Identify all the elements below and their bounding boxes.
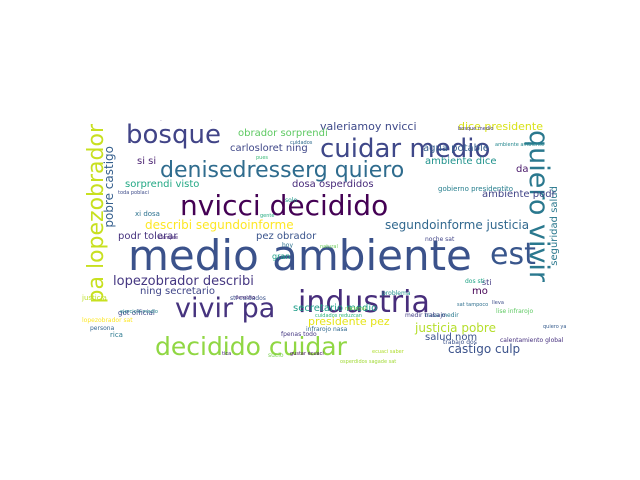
cloud-word: osperdidos sagade sat xyxy=(340,359,397,365)
cloud-word: gran xyxy=(272,252,291,261)
cloud-word: cuidados reduzcan xyxy=(315,313,362,319)
cloud-word: segundoinforme justicia xyxy=(385,218,530,232)
cloud-word: lleva xyxy=(492,300,504,306)
cloud-word: xi dosa xyxy=(135,210,160,218)
cloud-word: obrador sorprendi xyxy=(238,128,328,139)
cloud-word: dosa osperdidos xyxy=(292,179,374,190)
cloud-word: ambiente dice xyxy=(425,156,497,167)
cloud-word: da xyxy=(516,164,529,175)
cloud-word: tica xyxy=(222,351,232,357)
cloud-word: vivir pa xyxy=(175,293,276,324)
cloud-word: persona xyxy=(90,325,115,332)
cloud-word: agua potable xyxy=(423,143,489,154)
cloud-word: cuidados xyxy=(290,140,313,146)
cloud-word: sti xyxy=(482,278,492,287)
cloud-word: salud nom xyxy=(425,332,478,343)
cloud-word: pez obrador xyxy=(256,231,317,242)
cloud-word: justicia pobre xyxy=(415,321,496,335)
cloud-word: decidido cuidar xyxy=(155,332,347,361)
cloud-word: industria xyxy=(298,285,430,320)
cloud-word: siempre xyxy=(158,235,179,241)
cloud-word: nvicci decidido xyxy=(180,189,389,222)
cloud-word: valeriamoy nvicci xyxy=(320,120,417,133)
cloud-word: pobre castigo xyxy=(102,146,116,228)
cloud-word: sat site xyxy=(298,120,320,121)
cloud-word: natural xyxy=(320,244,338,250)
cloud-word: ambiente ambiente xyxy=(495,142,545,148)
cloud-word: gobierno presidentito xyxy=(438,185,514,193)
cloud-word: medio ambiente xyxy=(128,231,472,280)
cloud-word: rica xyxy=(110,331,123,339)
cloud-word: ambiente podr xyxy=(482,189,556,200)
cloud-word: trabajo dos xyxy=(443,339,477,346)
cloud-word: dos sti xyxy=(465,278,485,285)
cloud-word: fpenas todo xyxy=(281,331,317,338)
cloud-word: secretario medio xyxy=(293,303,378,314)
cloud-word: toda poblaci xyxy=(118,190,149,196)
cloud-word: problema xyxy=(382,290,411,297)
cloud-word: sti cuidados xyxy=(230,295,266,302)
cloud-word: derecho xyxy=(235,295,256,301)
word-cloud: medio ambiente decidido cuidar nvicci deci… xyxy=(80,120,573,367)
cloud-word: carlosloret ning xyxy=(230,143,308,154)
cloud-word: medir trabajo xyxy=(405,312,446,319)
cloud-word: justicia xyxy=(82,294,107,302)
cloud-word: necesita ambas xyxy=(90,120,137,121)
cloud-word: presidente pez xyxy=(308,315,390,328)
cloud-word: ecuaci saber xyxy=(372,349,404,355)
cloud-word: sat tampoco xyxy=(457,302,489,308)
cloud-word: lopezobrador describi xyxy=(113,274,254,289)
cloud-word: denisedresserg quiero xyxy=(160,158,405,183)
cloud-word: bosque xyxy=(126,120,221,150)
cloud-word: bosque medio xyxy=(458,126,494,132)
cloud-word: ejercicio medio xyxy=(120,309,158,315)
cloud-word: pues xyxy=(256,155,269,161)
cloud-word: sorprendi visto xyxy=(125,179,200,190)
cloud-word: presidentito lopezobrador xyxy=(160,120,250,121)
cloud-word: est xyxy=(490,237,536,272)
cloud-word: cuidar medio xyxy=(320,134,491,164)
cloud-word: mo xyxy=(472,286,488,297)
cloud-word: got official xyxy=(118,309,155,317)
cloud-word: sucio xyxy=(268,352,284,359)
cloud-word: noche sat xyxy=(425,236,455,243)
cloud-word: lopezobrador sat xyxy=(82,317,133,324)
cloud-word: infrarojo nasa xyxy=(306,326,348,333)
cloud-word: calentamiento global xyxy=(500,337,564,344)
cloud-word: ning secretario xyxy=(140,286,215,297)
cloud-word: podr tolerar xyxy=(118,231,178,242)
cloud-word: nasa medir xyxy=(425,312,459,319)
cloud-word: castigo culp xyxy=(448,342,521,356)
cloud-word: nacional xyxy=(345,306,367,312)
cloud-word: dice presidente xyxy=(458,120,543,133)
cloud-word: gustar ecuaci xyxy=(290,351,324,357)
cloud-word: gente xyxy=(260,213,275,219)
cloud-word: hoy xyxy=(282,242,294,249)
cloud-word: solo xyxy=(285,197,298,204)
cloud-word: quiero ya xyxy=(543,324,567,330)
cloud-word: describi segundoinforme xyxy=(145,218,294,232)
cloud-word: lise infrarojo xyxy=(496,308,534,315)
cloud-word: si si xyxy=(137,156,157,167)
